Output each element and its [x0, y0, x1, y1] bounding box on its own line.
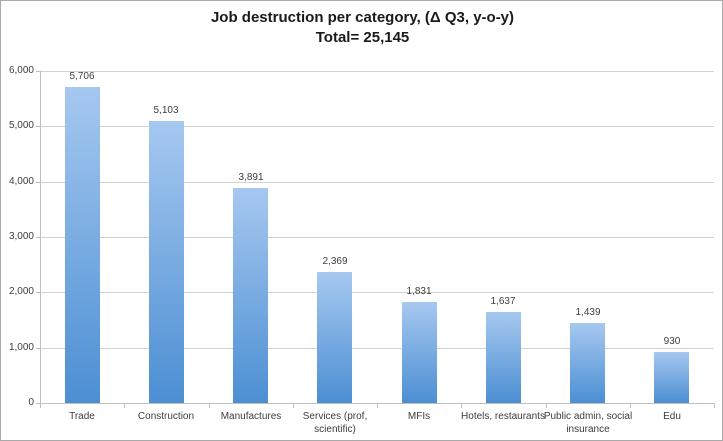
- category-label: Services (prof, scientific): [302, 411, 368, 435]
- y-tick-label: 2,000: [8, 286, 34, 298]
- category-label: Edu: [663, 411, 681, 422]
- y-tick-label: 4,000: [8, 175, 34, 187]
- category-label: MFIs: [407, 411, 431, 422]
- y-axis-line: [40, 71, 41, 404]
- y-tick-label: 1,000: [8, 341, 34, 353]
- y-tick: [36, 126, 40, 128]
- bar-value-label: 1,831: [406, 286, 432, 297]
- x-tick: [40, 404, 41, 408]
- chart-bar: [65, 87, 100, 403]
- category-label: Trade: [69, 411, 95, 422]
- y-tick-label: 6,000: [8, 65, 34, 76]
- bar-value-label: 1,637: [490, 296, 516, 307]
- y-tick: [36, 181, 40, 183]
- x-tick: [293, 404, 294, 408]
- y-tick-label: 3,000: [8, 231, 34, 242]
- bar-value-label: 5,103: [153, 105, 179, 116]
- x-tick: [209, 404, 210, 408]
- gridline: [40, 181, 714, 183]
- gridline: [40, 126, 714, 128]
- y-tick-label: 5,000: [8, 120, 34, 132]
- x-tick: [124, 404, 125, 408]
- category-label: Public admin, social insurance: [543, 411, 633, 435]
- chart-bar: [402, 302, 437, 403]
- category-label: Manufactures: [220, 411, 282, 422]
- y-tick: [36, 347, 40, 349]
- gridline: [40, 347, 714, 349]
- y-tick: [36, 403, 40, 404]
- gridline: [40, 292, 714, 294]
- category-label: Hotels, restaurants: [461, 411, 545, 422]
- x-axis-line: [40, 403, 715, 404]
- bar-value-label: 3,891: [238, 172, 264, 183]
- chart-bar: [317, 272, 352, 403]
- chart-title-block: Job destruction per category, (Δ Q3, y-o…: [1, 8, 722, 48]
- x-tick: [714, 404, 715, 408]
- bar-value-label: 5,706: [69, 71, 95, 82]
- bar-value-label: 930: [663, 336, 681, 347]
- bar-value-label: 1,439: [575, 307, 601, 318]
- x-tick: [377, 404, 378, 408]
- y-tick: [36, 292, 40, 294]
- chart-subtitle: Total= 25,145: [315, 29, 410, 46]
- gridline: [40, 71, 714, 72]
- x-tick: [461, 404, 462, 408]
- chart-bar: [486, 312, 521, 403]
- y-tick-label: 0: [28, 397, 34, 408]
- chart-title: Job destruction per category, (Δ Q3, y-o…: [210, 9, 515, 26]
- x-tick: [546, 404, 547, 408]
- y-tick: [36, 237, 40, 238]
- y-tick: [36, 71, 40, 72]
- chart-bar: [654, 352, 689, 403]
- x-tick: [630, 404, 631, 408]
- gridline: [40, 237, 714, 238]
- category-label: Construction: [137, 411, 195, 422]
- chart-bar: [570, 323, 605, 403]
- chart-bar: [233, 188, 268, 403]
- chart-bar: [149, 121, 184, 403]
- bar-value-label: 2,369: [322, 256, 348, 267]
